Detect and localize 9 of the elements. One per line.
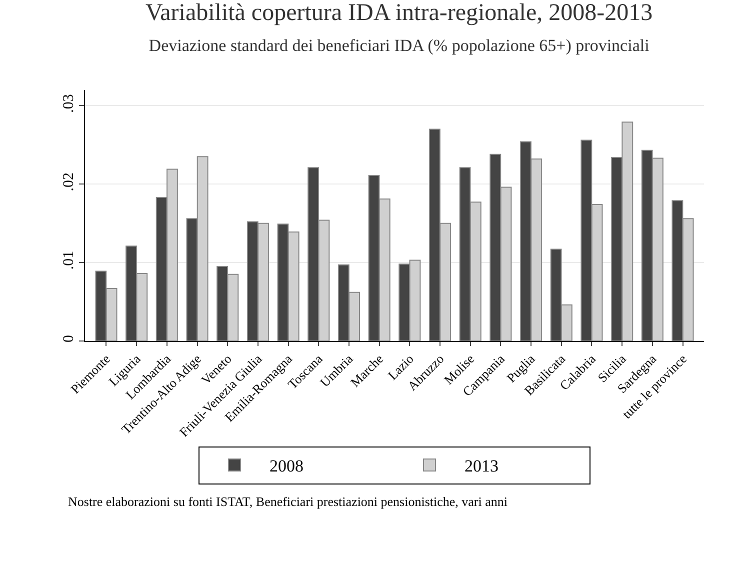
- text: Nostre elaborazioni su fonti ISTAT, Beneficiari prestiazioni pensionistiche, vari anni: [68, 494, 508, 509]
- y-tick-label: .01: [61, 250, 77, 270]
- chart-title: Variabilità copertura IDA intra-regionale, 2008-2013: [145, 0, 653, 26]
- y-tick-label: .02: [61, 172, 77, 192]
- y-tick-label: 0: [61, 335, 77, 342]
- legend-label: 2013: [464, 456, 498, 476]
- chart-subtitle: Deviazione standard dei beneficiari IDA (% popolazione 65+) provinciali: [148, 36, 650, 56]
- y-tick-label: .03: [61, 94, 77, 113]
- legend-label: 2008: [270, 456, 304, 476]
